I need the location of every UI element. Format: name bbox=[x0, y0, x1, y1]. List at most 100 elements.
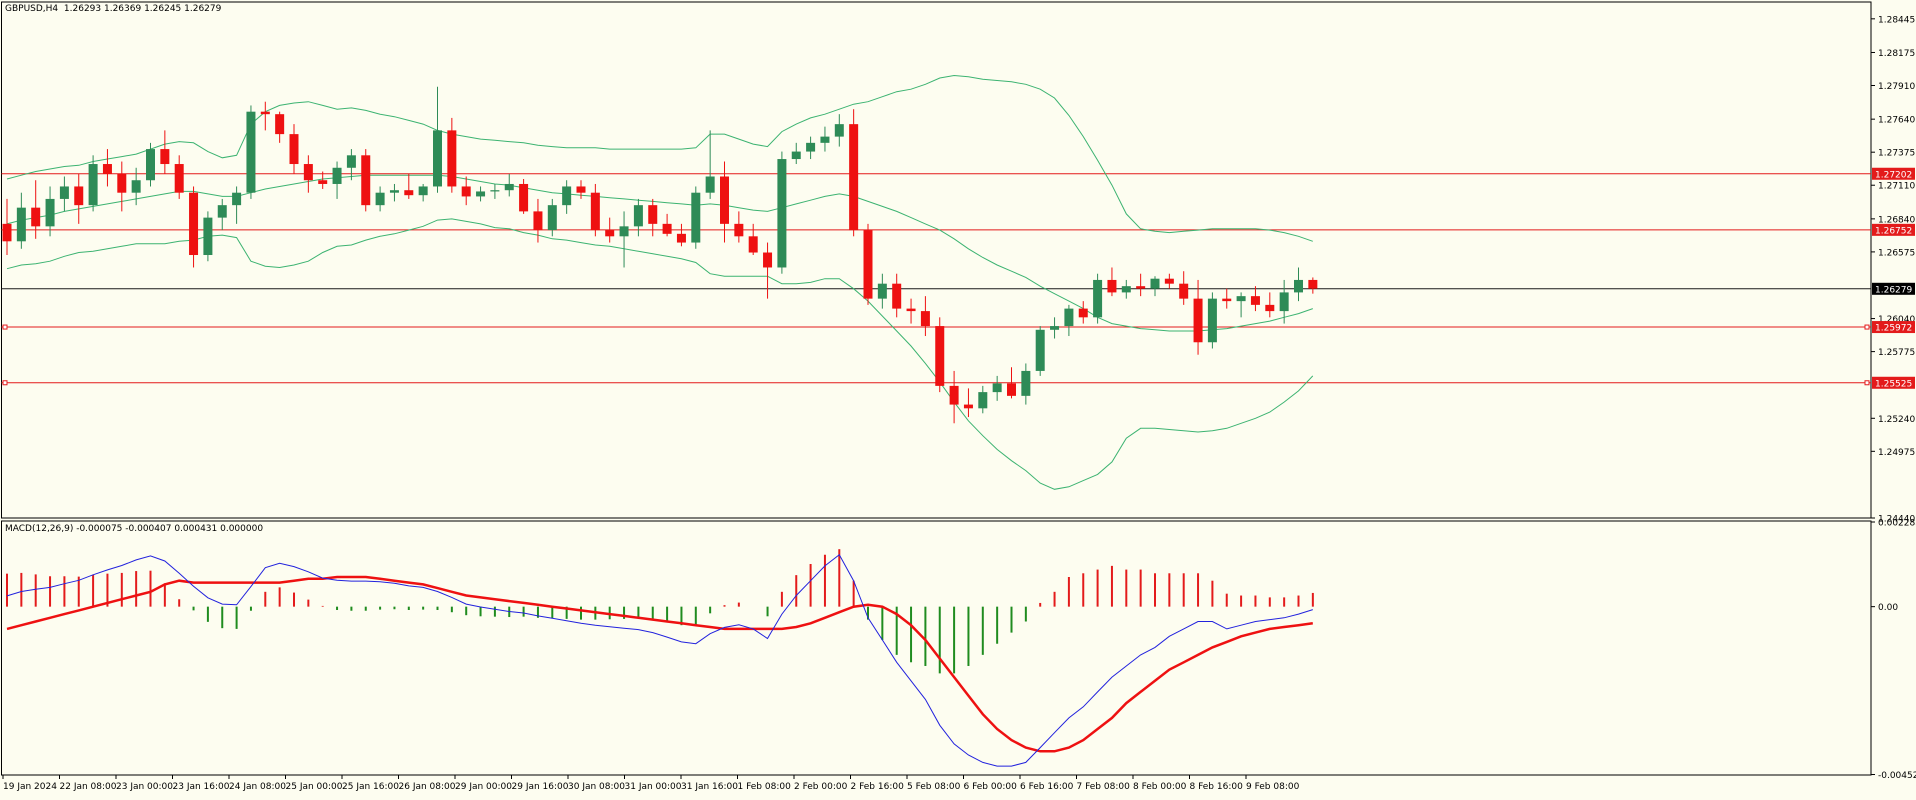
macd-tick-label: -0.004527 bbox=[1878, 771, 1916, 781]
time-tick-label: 24 Jan 08:00 bbox=[229, 782, 286, 792]
candle-body bbox=[1279, 292, 1289, 312]
price-tick-label: 1.25240 bbox=[1878, 415, 1915, 425]
candle-body bbox=[1236, 296, 1246, 302]
time-tick-label: 8 Feb 00:00 bbox=[1133, 782, 1187, 792]
price-tick-label: 1.27640 bbox=[1878, 116, 1915, 126]
candle-body bbox=[892, 283, 902, 309]
candle-body bbox=[332, 167, 342, 184]
candle-body bbox=[275, 114, 285, 135]
level-anchor-handle[interactable] bbox=[1864, 380, 1870, 386]
symbol-header: GBPUSD,H4 1.26293 1.26369 1.26245 1.2627… bbox=[5, 4, 221, 14]
candle-body bbox=[949, 385, 959, 405]
level-price-tag bbox=[1872, 321, 1915, 334]
candle-body bbox=[705, 176, 715, 193]
price-tick-label: 1.28445 bbox=[1878, 15, 1915, 25]
candle-body bbox=[590, 192, 600, 231]
time-tick-label: 26 Jan 08:00 bbox=[399, 782, 456, 792]
candle-body bbox=[189, 192, 199, 256]
candle-body bbox=[490, 190, 500, 192]
ohlc-values: 1.26293 1.26369 1.26245 1.26279 bbox=[63, 4, 222, 14]
time-tick-label: 2 Feb 16:00 bbox=[851, 782, 905, 792]
candle-body bbox=[45, 198, 55, 227]
time-tick-label: 31 Jan 00:00 bbox=[625, 782, 682, 792]
candle-body bbox=[346, 155, 356, 168]
candle-body bbox=[88, 164, 98, 206]
time-tick-label: 25 Jan 16:00 bbox=[342, 782, 399, 792]
candle-body bbox=[433, 130, 442, 187]
macd-line bbox=[6, 553, 1313, 767]
candle-body bbox=[303, 164, 313, 181]
candle-body bbox=[404, 190, 414, 196]
price-tick-label: 1.28175 bbox=[1878, 49, 1915, 59]
current-price-label: 1.26279 bbox=[1875, 285, 1912, 295]
candle-body bbox=[734, 223, 744, 237]
candle-body bbox=[863, 230, 873, 299]
price-tick-label: 1.26840 bbox=[1878, 215, 1915, 225]
candle-body bbox=[74, 186, 84, 206]
candle-body bbox=[906, 308, 916, 312]
candle-body bbox=[676, 233, 686, 243]
candle-body bbox=[720, 176, 729, 224]
candle-body bbox=[662, 223, 672, 234]
level-price-label: 1.25525 bbox=[1875, 379, 1912, 389]
macd-tick-label: 0.00 bbox=[1878, 603, 1898, 613]
candle-body bbox=[59, 186, 69, 199]
candle-body bbox=[547, 205, 557, 231]
candle-body bbox=[1294, 279, 1303, 293]
candle-body bbox=[1107, 279, 1117, 293]
candle-body bbox=[375, 192, 385, 206]
candle-body bbox=[1250, 296, 1260, 305]
candle-body bbox=[504, 183, 514, 191]
level-anchor-handle[interactable] bbox=[2, 324, 8, 330]
candle-body bbox=[289, 134, 299, 165]
candle-body bbox=[834, 124, 844, 137]
level-price-tag bbox=[1872, 167, 1915, 180]
macd-pane-frame bbox=[1, 520, 1872, 776]
time-tick-label: 31 Jan 16:00 bbox=[681, 782, 738, 792]
candle-body bbox=[31, 207, 41, 227]
time-tick-label: 25 Jan 00:00 bbox=[286, 782, 343, 792]
level-price-label: 1.25972 bbox=[1875, 324, 1912, 334]
candle-body bbox=[533, 211, 543, 231]
candle-body bbox=[1193, 298, 1203, 343]
candle-body bbox=[576, 186, 586, 193]
candle-body bbox=[605, 230, 615, 237]
time-tick-label: 7 Feb 08:00 bbox=[1077, 782, 1131, 792]
candle-body bbox=[418, 186, 428, 196]
candle-body bbox=[447, 130, 457, 187]
candle-body bbox=[1093, 279, 1103, 318]
candle-body bbox=[117, 174, 127, 193]
bollinger-middle-band bbox=[6, 174, 1313, 332]
time-tick-label: 23 Jan 16:00 bbox=[173, 782, 230, 792]
time-tick-label: 8 Feb 16:00 bbox=[1190, 782, 1244, 792]
candle-body bbox=[619, 226, 629, 237]
current-price-tag bbox=[1872, 282, 1915, 295]
bollinger-upper-band bbox=[6, 74, 1313, 242]
candle-body bbox=[1021, 370, 1031, 396]
candle-body bbox=[992, 383, 1002, 393]
price-tick-label: 1.24440 bbox=[1878, 515, 1915, 525]
candle-body bbox=[777, 159, 787, 268]
time-tick-label: 9 Feb 08:00 bbox=[1246, 782, 1300, 792]
candle-body bbox=[131, 180, 141, 193]
candle-body bbox=[763, 252, 773, 268]
candle-body bbox=[1136, 286, 1146, 289]
candle-body bbox=[920, 311, 930, 327]
level-anchor-handle[interactable] bbox=[1864, 324, 1870, 330]
level-anchor-handle[interactable] bbox=[2, 380, 8, 386]
candle-body bbox=[16, 207, 26, 242]
candle-body bbox=[791, 151, 801, 160]
candle-body bbox=[203, 217, 213, 256]
level-price-label: 1.26752 bbox=[1875, 226, 1912, 236]
time-tick-label: 6 Feb 00:00 bbox=[964, 782, 1018, 792]
candle-body bbox=[318, 180, 328, 184]
time-tick-label: 29 Jan 16:00 bbox=[512, 782, 569, 792]
candle-body bbox=[562, 186, 572, 206]
price-tick-label: 1.24975 bbox=[1878, 448, 1915, 458]
time-tick-label: 6 Feb 16:00 bbox=[1020, 782, 1074, 792]
macd-signal-line bbox=[6, 575, 1313, 753]
price-tick-label: 1.26575 bbox=[1878, 248, 1915, 258]
candle-body bbox=[1064, 308, 1074, 327]
